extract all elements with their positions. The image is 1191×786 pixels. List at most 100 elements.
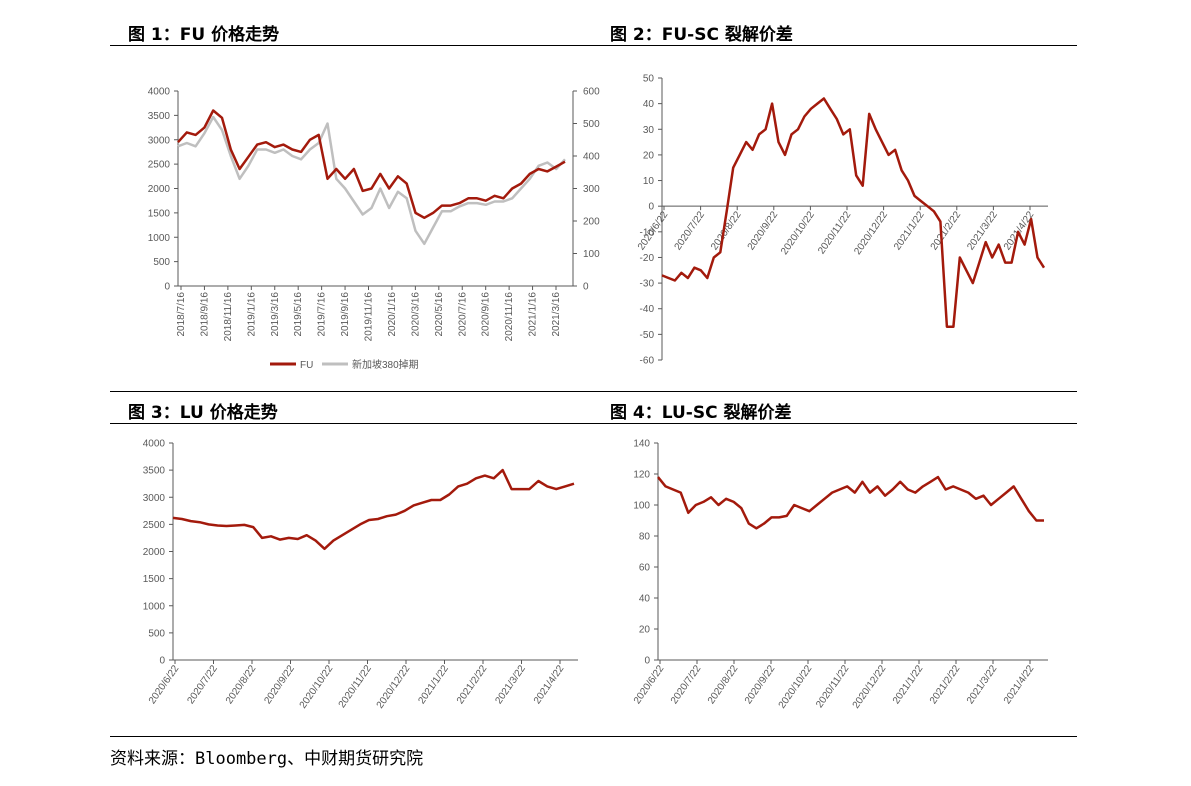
chart-3-x-tick-label: 2021/4/22	[532, 663, 567, 706]
chart-4-series-line	[657, 475, 1044, 530]
chart-2-y-tick-label: 0	[648, 202, 654, 213]
chart-2-x-tick-label: 2020/11/22	[816, 209, 854, 256]
chart-3-title: 图 3：LU 价格走势	[128, 403, 278, 423]
chart-1-y-tick-label: 4000	[148, 87, 171, 98]
chart-1-x-tick-label: 2020/5/16	[434, 292, 445, 337]
chart-1-y-tick-label: 2500	[148, 160, 171, 171]
chart-3-x-tick-label: 2020/9/22	[262, 663, 297, 706]
chart-1-x-tick-label: 2018/9/16	[199, 292, 210, 337]
chart-4-y-tick-label: 40	[639, 594, 651, 605]
chart-1-title: 图 1：FU 价格走势	[128, 25, 280, 45]
chart-1-x-tick-label: 2019/7/16	[317, 292, 328, 337]
chart-3-x-tick-label: 2020/7/22	[185, 663, 220, 706]
chart-2-x-tick-label: 2020/12/22	[852, 209, 890, 257]
footer-source: 资料来源：Bloomberg、中财期货研究院	[110, 749, 424, 769]
chart-1-x-tick-label: 2019/1/16	[246, 292, 257, 337]
chart-2-x-tick-label: 2020/10/22	[779, 209, 817, 257]
chart-1-y2-tick-label: 500	[583, 119, 600, 130]
chart-2-y-tick-label: -50	[640, 330, 655, 341]
chart-3-x-tick-label: 2021/3/22	[493, 663, 528, 706]
chart-1-x-tick-label: 2021/3/16	[551, 292, 562, 337]
chart-2-x-tick-label: 2020/9/22	[746, 209, 781, 252]
chart-2-y-tick-label: 30	[643, 125, 655, 136]
chart-4-x-tick-label: 2020/12/22	[851, 663, 889, 711]
chart-1-y-tick-label: 1000	[148, 233, 171, 244]
chart-1-y2-tick-label: 200	[583, 217, 600, 228]
chart-4-y-tick-label: 140	[633, 439, 650, 450]
chart-4-y-tick-label: 60	[639, 563, 651, 574]
chart-2-x-tick-label: 2021/3/22	[965, 209, 1000, 252]
chart-1-y-tick-label: 1500	[148, 208, 171, 219]
chart-4-y-tick-label: 20	[639, 625, 651, 636]
chart-3-x-tick-label: 2020/10/22	[298, 663, 336, 711]
chart-3-x-tick-label: 2021/1/22	[416, 663, 451, 706]
chart-2-title: 图 2：FU-SC 裂解价差	[610, 25, 793, 45]
chart-3-title-underline	[110, 423, 596, 424]
chart-4-x-tick-label: 2020/9/22	[743, 663, 778, 706]
chart-1-series-fu-line	[177, 109, 566, 220]
chart-1-y-tick-label: 2000	[148, 184, 171, 195]
chart-2-x-tick-label: 2021/1/22	[892, 209, 927, 252]
chart-4-x-tick-label: 2020/10/22	[777, 663, 815, 711]
chart-1-x-tick-label: 2019/9/16	[340, 292, 351, 337]
chart-1-x-tick-label: 2020/3/16	[410, 292, 421, 337]
chart-3-x-tick-label: 2021/2/22	[455, 663, 490, 706]
chart-3-y-tick-label: 3500	[143, 466, 166, 477]
chart-2-series-line	[661, 97, 1046, 328]
chart-4-y-tick-label: 120	[633, 470, 650, 481]
chart-4-x-tick-label: 2020/7/22	[669, 663, 704, 706]
chart-3-series-line	[172, 468, 575, 551]
chart-1-y-tick-label: 500	[153, 257, 170, 268]
chart-3-y-tick-label: 4000	[143, 439, 166, 450]
chart-2-y-tick-label: -30	[640, 279, 655, 290]
chart-1-x-tick-label: 2018/7/16	[176, 292, 187, 337]
chart-3-title-rule	[110, 391, 596, 392]
chart-2-x-tick-label: 2020/7/22	[673, 209, 708, 252]
chart-3-y-tick-label: 3000	[143, 493, 166, 504]
chart-2-y-tick-label: -10	[640, 227, 655, 238]
chart-3-x-tick-label: 2020/11/22	[337, 663, 375, 710]
chart-3-y-tick-label: 500	[148, 628, 165, 639]
chart-1-y-tick-label: 3000	[148, 135, 171, 146]
chart-1-y-tick-label: 3500	[148, 111, 171, 122]
chart-4-title-rule	[596, 391, 1077, 392]
chart-4-x-tick-label: 2021/2/22	[928, 663, 963, 706]
chart-2-y-tick-label: 20	[643, 150, 655, 161]
chart-1-y-tick-label: 0	[164, 282, 170, 293]
chart-3-x-tick-label: 2020/6/22	[147, 663, 182, 706]
chart-2-y-tick-label: -20	[640, 253, 655, 264]
chart-4-x-tick-label: 2021/3/22	[965, 663, 1000, 706]
chart-3-y-tick-label: 0	[159, 656, 165, 667]
chart-2-y-tick-label: 10	[643, 176, 655, 187]
chart-1-x-tick-label: 2020/9/16	[481, 292, 492, 337]
chart-3-x-tick-label: 2020/12/22	[375, 663, 413, 711]
chart-3-y-tick-label: 1000	[143, 601, 166, 612]
chart-4-y-tick-label: 80	[639, 532, 651, 543]
chart-4-x-tick-label: 2020/6/22	[632, 663, 667, 706]
chart-4-x-tick-label: 2020/8/22	[706, 663, 741, 706]
chart-4-y-tick-label: 0	[644, 656, 650, 667]
chart-1-x-tick-label: 2018/11/16	[223, 292, 234, 342]
chart-1-x-tick-label: 2020/1/16	[387, 292, 398, 337]
chart-1-series-sg380-line	[177, 115, 566, 246]
chart-4-title: 图 4：LU-SC 裂解价差	[610, 403, 792, 423]
chart-2-y-tick-label: -40	[640, 304, 655, 315]
chart-4-x-tick-label: 2021/4/22	[1002, 663, 1037, 706]
chart-1-y2-tick-label: 0	[583, 282, 589, 293]
chart-4-title-underline	[596, 423, 1077, 424]
chart-1-x-tick-label: 2019/5/16	[293, 292, 304, 337]
chart-2-y-tick-label: 50	[643, 74, 655, 85]
chart-1-x-tick-label: 2019/3/16	[270, 292, 281, 337]
chart-3-y-tick-label: 2000	[143, 547, 166, 558]
chart-2-y-tick-label: -60	[640, 356, 655, 367]
chart-3-y-tick-label: 2500	[143, 520, 166, 531]
chart-1-y2-tick-label: 600	[583, 87, 600, 98]
chart-1-x-tick-label: 2019/11/16	[364, 292, 375, 342]
chart-3-y-tick-label: 1500	[143, 574, 166, 585]
chart-1-y2-tick-label: 300	[583, 184, 600, 195]
chart-4-x-tick-label: 2020/11/22	[814, 663, 852, 710]
footer-rule	[110, 736, 1077, 737]
chart-4-y-tick-label: 100	[633, 501, 650, 512]
